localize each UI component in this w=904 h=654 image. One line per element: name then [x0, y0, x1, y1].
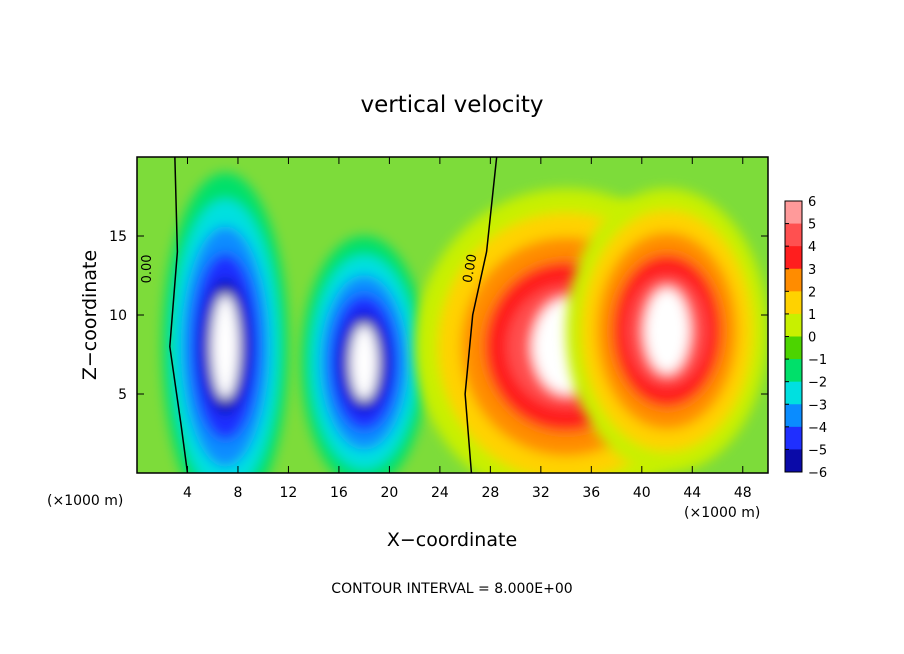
x-tick-label: 16 — [330, 485, 348, 501]
chart-title: vertical velocity — [361, 92, 544, 118]
contour-label: 0.00 — [140, 254, 155, 283]
x-tick-label: 40 — [633, 485, 651, 501]
zero-contour-mid — [464, 157, 498, 473]
contour-label: 0.00 — [461, 253, 481, 284]
contour-lines: 0.00 0.00 — [140, 157, 498, 473]
colorbar-swatch — [785, 336, 802, 360]
x-unit-left: (×1000 m) — [47, 493, 123, 509]
x-tick-label: 36 — [582, 485, 600, 501]
colorbar-label: 6 — [808, 195, 816, 210]
colorbar-label: 5 — [808, 218, 816, 233]
x-tick-label: 48 — [734, 485, 752, 501]
x-tick-label: 4 — [183, 485, 192, 501]
y-axis-ticks: 5 10 15 — [109, 229, 768, 403]
colorbar-label: −2 — [808, 376, 827, 391]
contour-interval-note: CONTOUR INTERVAL = 8.000E+00 — [331, 581, 572, 597]
x-tick-label: 24 — [431, 485, 449, 501]
velocity-field — [162, 172, 768, 473]
saturated-core — [211, 294, 240, 399]
colorbar-swatch — [785, 313, 802, 337]
x-tick-label: 20 — [380, 485, 398, 501]
colorbar-label: −4 — [808, 421, 827, 436]
downdraft-cell — [162, 172, 289, 473]
y-tick-label: 10 — [109, 308, 127, 324]
colorbar-label: 0 — [808, 331, 816, 346]
colorbar-label: −5 — [808, 443, 827, 458]
x-tick-label: 8 — [233, 485, 242, 501]
colorbar-label: 3 — [808, 263, 816, 278]
saturated-core — [350, 324, 379, 401]
y-axis-label: Z−coordinate — [79, 250, 101, 380]
colorbar-label: −3 — [808, 398, 827, 413]
colorbar-swatch — [785, 359, 802, 383]
zero-contour-left — [169, 157, 189, 473]
colorbar-swatch — [785, 246, 802, 270]
colorbar-swatch — [785, 223, 802, 247]
downdraft-cell — [301, 236, 428, 473]
y-tick-label: 5 — [118, 387, 127, 403]
colorbar-label: 1 — [808, 308, 816, 323]
colorbar: 6 5 4 3 2 1 0 −1 −2 −3 −4 −5 −6 — [784, 195, 827, 481]
x-tick-label: 44 — [683, 485, 701, 501]
colorbar-swatch — [785, 201, 802, 225]
colorbar-swatch — [785, 268, 802, 292]
x-axis-label: X−coordinate — [387, 529, 517, 551]
colorbar-swatch — [785, 449, 802, 473]
x-tick-label: 12 — [280, 485, 298, 501]
x-axis-ticks: 4 8 12 16 20 24 28 32 36 40 44 48 — [183, 157, 752, 501]
colorbar-swatch — [785, 404, 802, 428]
x-tick-label: 28 — [481, 485, 499, 501]
colorbar-label: 4 — [808, 240, 816, 255]
updraft-cell — [566, 188, 768, 473]
colorbar-swatch — [785, 381, 802, 405]
saturated-core — [644, 288, 690, 374]
x-tick-label: 32 — [532, 485, 550, 501]
colorbar-label: 2 — [808, 285, 816, 300]
x-unit-right: (×1000 m) — [684, 505, 760, 521]
y-tick-label: 15 — [109, 229, 127, 245]
colorbar-swatch — [785, 426, 802, 450]
colorbar-swatch — [785, 291, 802, 315]
colorbar-label: −6 — [808, 466, 827, 481]
colorbar-label: −1 — [808, 353, 827, 368]
